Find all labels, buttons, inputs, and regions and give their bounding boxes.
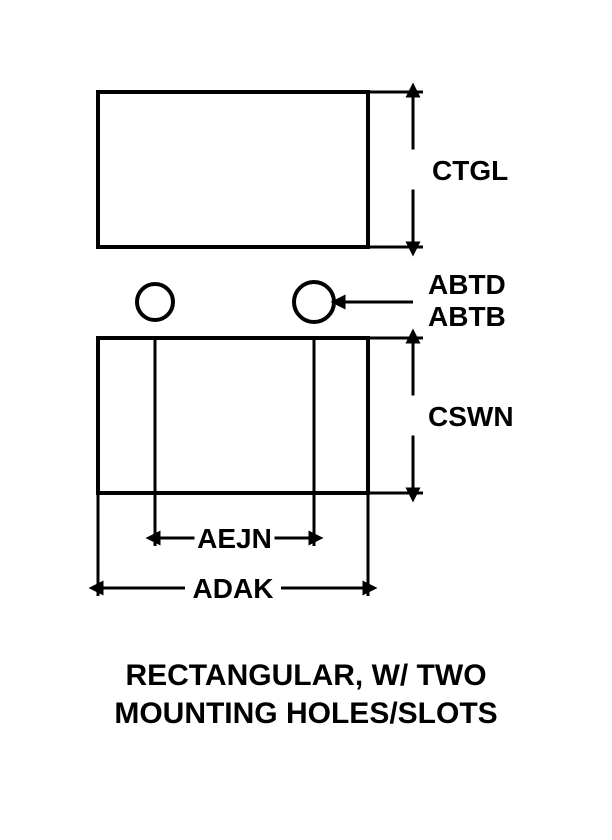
dimension-diagram: CTGL ABTDABTB CSWN AEJN ADAK RECTANGULAR, W/ … [0, 0, 612, 840]
caption-line-2: MOUNTING HOLES/SLOTS [114, 697, 497, 730]
label-ctgl: CTGL [432, 155, 508, 186]
diagram-svg: CTGL ABTDABTB CSWN AEJN ADAK RECTANGULAR, W/ … [0, 0, 612, 840]
mounting-hole-2 [294, 282, 334, 322]
caption-line-1: RECTANGULAR, W/ TWO [125, 659, 486, 692]
label-cswn: CSWN [428, 401, 514, 432]
top-rectangle [98, 92, 368, 247]
label-adak: ADAK [193, 573, 274, 604]
label-aejn: AEJN [197, 523, 272, 554]
label-abtd: ABTD [428, 269, 506, 300]
bottom-rectangle [98, 338, 368, 493]
label-abtb: ABTB [428, 301, 506, 332]
mounting-hole-1 [137, 284, 173, 320]
